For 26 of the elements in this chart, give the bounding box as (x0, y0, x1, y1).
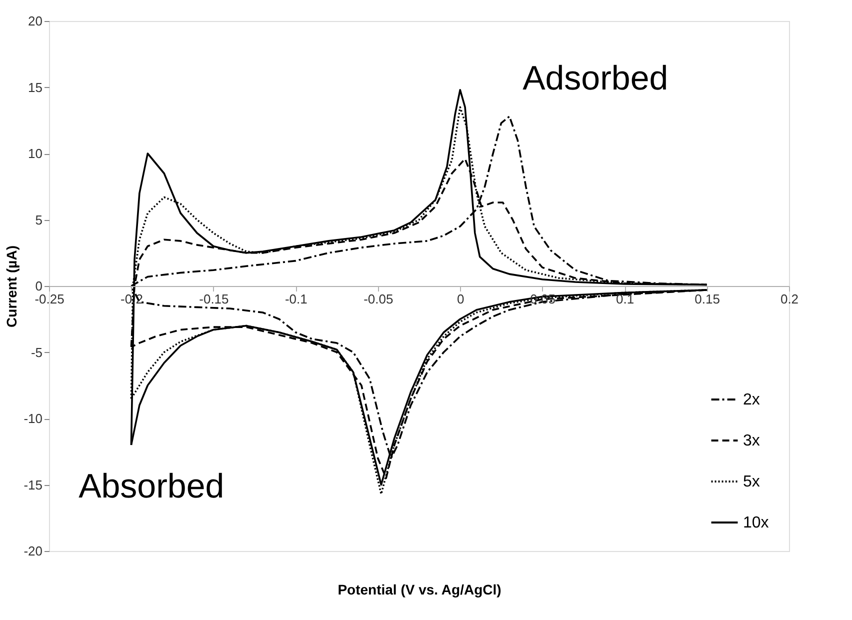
x-tick-label: 0 (456, 292, 464, 306)
y-tick-label: 20 (28, 14, 42, 28)
x-tick-label: 0.15 (694, 292, 720, 306)
y-axis-title: Current (µA) (4, 246, 20, 328)
y-tick-label: 10 (28, 146, 42, 161)
legend-label: 2x (743, 392, 760, 408)
y-tick-label: -10 (24, 411, 42, 426)
legend-label: 5x (743, 474, 760, 490)
x-tick-label: -0.05 (364, 292, 394, 306)
x-tick-label: 0.05 (530, 292, 556, 306)
annotation: Adsorbed (522, 59, 668, 98)
x-tick-label: -0.25 (34, 292, 64, 306)
legend-label: 10x (743, 514, 769, 532)
annotation: Absorbed (78, 467, 224, 506)
x-tick-label: -0.1 (284, 292, 308, 306)
x-tick-label: -0.15 (199, 292, 229, 306)
x-tick-label: 0.1 (616, 292, 634, 306)
y-tick-label: -15 (24, 477, 42, 492)
y-tick-label: 5 (35, 212, 42, 228)
y-tick-label: -20 (24, 544, 42, 558)
legend-label: 3x (743, 432, 760, 450)
y-tick-label: 0 (35, 278, 42, 294)
x-axis-title: Potential (V vs. Ag/AgCl) (338, 582, 502, 598)
x-tick-label: 0.2 (780, 292, 799, 306)
y-tick-label: 15 (28, 80, 42, 95)
y-tick-label: -5 (30, 344, 42, 360)
